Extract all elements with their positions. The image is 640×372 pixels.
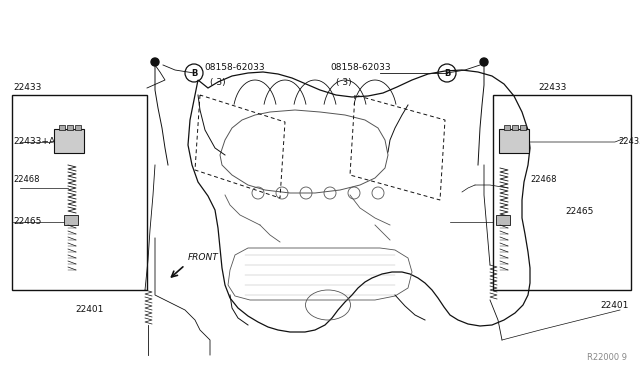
Text: 22433: 22433 [13,83,42,93]
Text: B: B [191,70,197,78]
Bar [67,125,73,130]
Text: FRONT: FRONT [188,253,219,262]
FancyBboxPatch shape [499,129,529,153]
Text: R22000 9: R22000 9 [587,353,627,362]
Bar [64,215,78,225]
Text: 22433+A: 22433+A [618,138,640,147]
Text: 22468: 22468 [530,176,557,185]
Text: 22465: 22465 [565,208,593,217]
Bar [520,125,526,130]
FancyBboxPatch shape [54,129,84,153]
Text: 22401: 22401 [75,305,104,314]
Text: 22433+A: 22433+A [13,138,55,147]
Circle shape [480,58,488,66]
Text: B: B [444,70,450,78]
Text: ( 3): ( 3) [336,77,351,87]
Text: 22401: 22401 [600,301,628,310]
Bar [493,95,631,290]
Text: 08158-62033: 08158-62033 [330,64,390,73]
Text: ( 3): ( 3) [210,77,226,87]
Bar [59,125,65,130]
Text: 22468: 22468 [13,176,40,185]
Bar [496,215,510,225]
Text: 22465: 22465 [13,218,42,227]
Text: 22433: 22433 [538,83,566,93]
Circle shape [151,58,159,66]
Bar [12,95,147,290]
Bar [512,125,518,130]
Text: 08158-62033: 08158-62033 [204,64,264,73]
Bar [504,125,510,130]
Bar [75,125,81,130]
